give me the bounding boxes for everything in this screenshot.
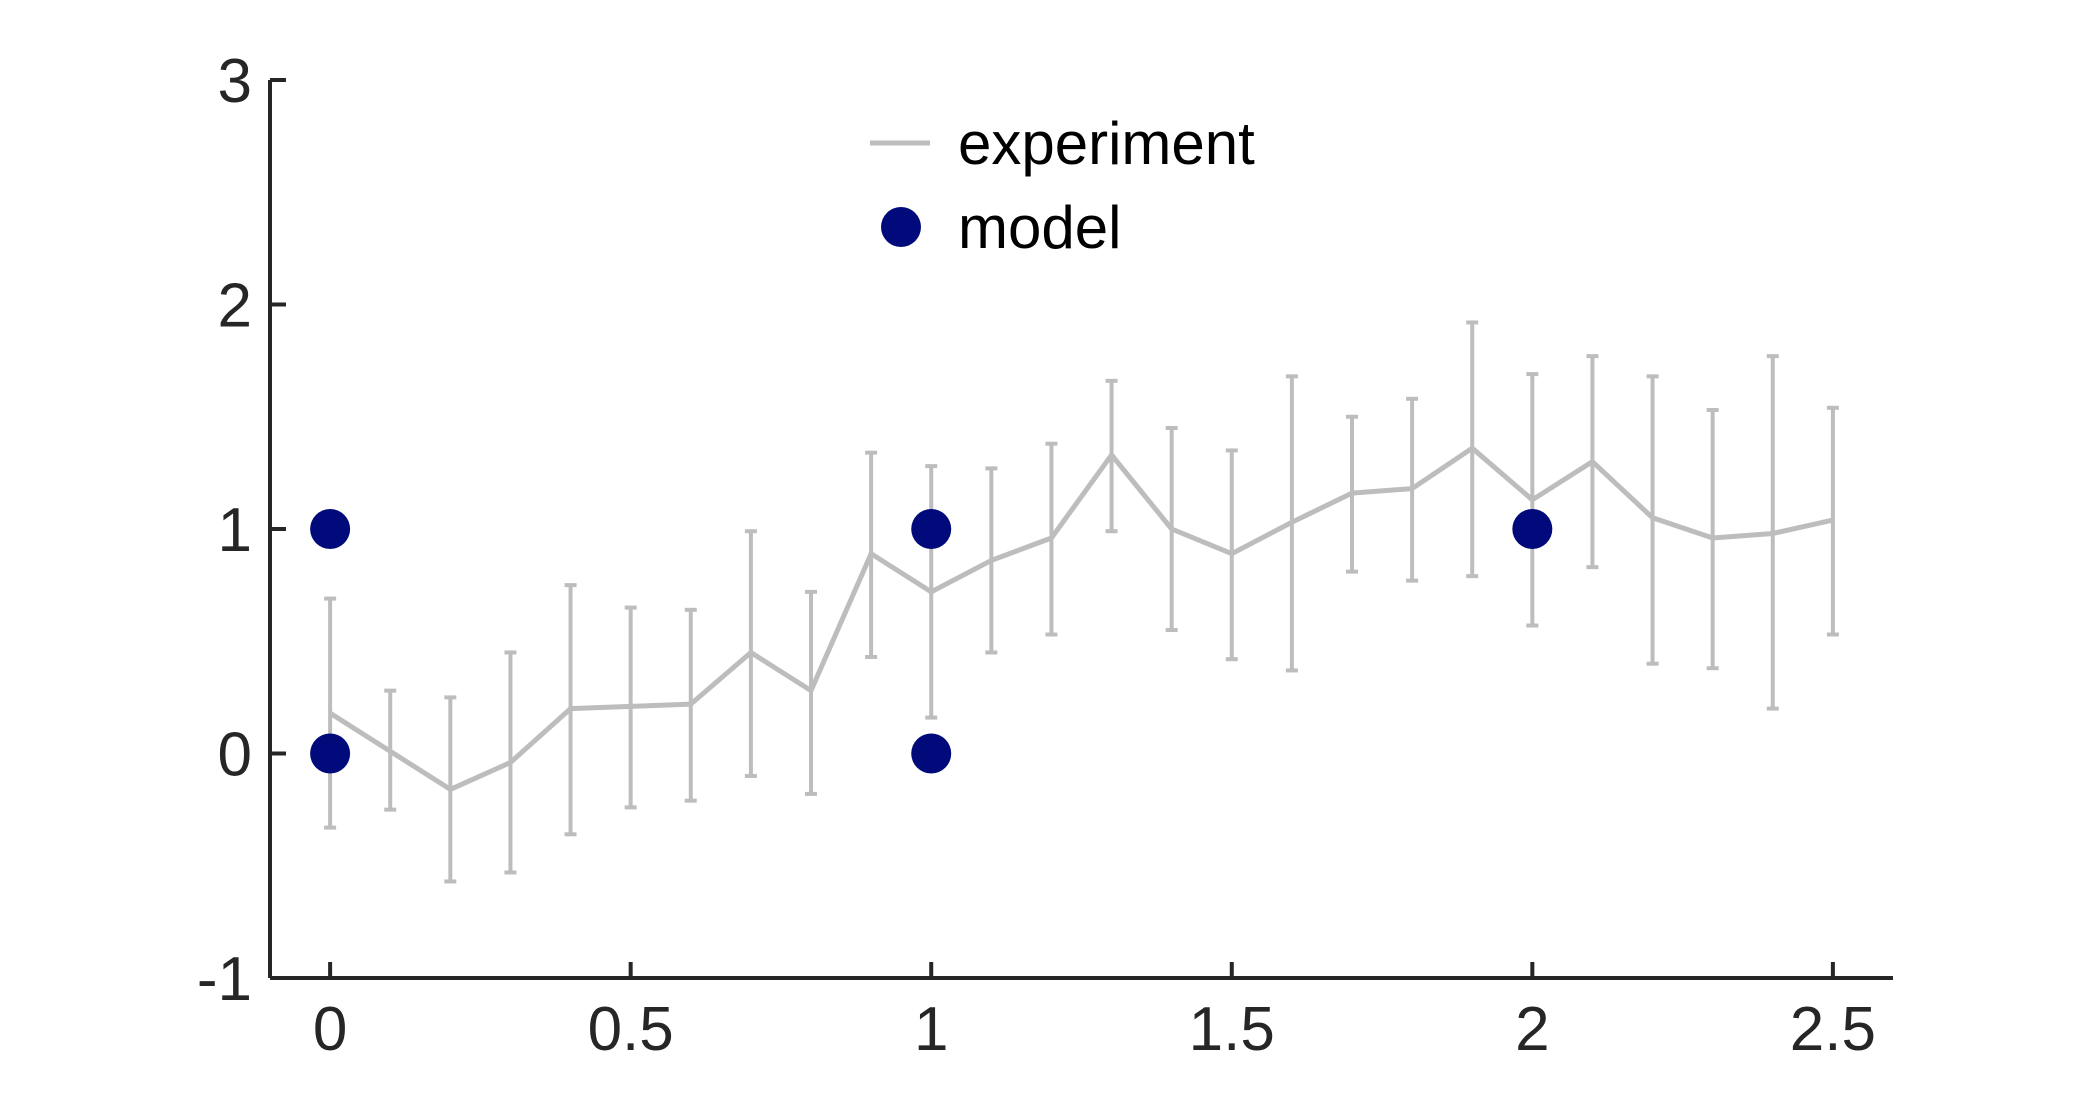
legend: experiment model: [870, 110, 1255, 261]
model-point: [911, 509, 952, 549]
x-tick-label: 2: [1515, 995, 1549, 1064]
x-tick-label: 1.5: [1189, 995, 1275, 1064]
y-tick-label: 0: [218, 721, 252, 790]
experiment-series-line: [328, 445, 1834, 792]
experiment-errorbars: [324, 320, 1839, 884]
y-tick-label: -1: [197, 945, 252, 1014]
model-point: [310, 733, 351, 774]
x-tick-label: 1: [914, 995, 948, 1064]
y-tick-label: 2: [218, 272, 252, 341]
model-point: [310, 509, 351, 549]
legend-label-model: model: [958, 194, 1121, 261]
x-tick-label: 0.5: [588, 995, 674, 1064]
model-point: [911, 733, 952, 774]
legend-label-experiment: experiment: [958, 110, 1255, 177]
y-tick-label: 1: [218, 496, 252, 565]
model-point: [1512, 509, 1553, 549]
model-points: [310, 509, 1553, 774]
legend-swatch-model: [881, 207, 921, 247]
y-ticks: -1 0 1 2 3: [197, 47, 286, 1014]
x-ticks: 0 0.5 1 1.5 2 2.5: [313, 962, 1876, 1064]
y-tick-label: 3: [218, 47, 252, 116]
x-tick-label: 2.5: [1790, 995, 1876, 1064]
x-tick-label: 0: [313, 995, 347, 1064]
